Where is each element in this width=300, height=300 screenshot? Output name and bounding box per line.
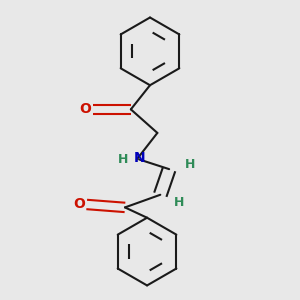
Text: O: O [74, 197, 85, 212]
Text: O: O [79, 102, 91, 116]
Text: H: H [117, 153, 128, 166]
Text: H: H [174, 196, 184, 209]
Text: H: H [184, 158, 195, 171]
Text: N: N [133, 151, 145, 165]
